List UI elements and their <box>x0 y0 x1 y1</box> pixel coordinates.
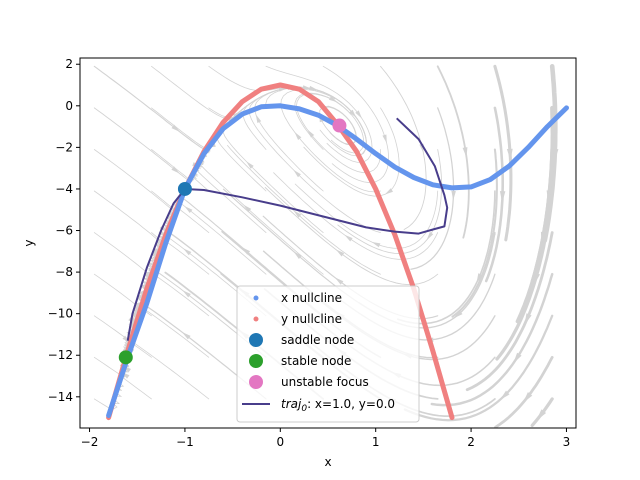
y-tick-label: −6 <box>55 224 73 238</box>
y-tick-label: −8 <box>55 265 73 279</box>
legend-label-x-nullcline: x nullcline <box>281 291 342 305</box>
streamline-arrow <box>182 290 191 298</box>
legend-label-saddle-node: saddle node <box>281 333 354 347</box>
streamline-arrow <box>533 272 540 286</box>
streamline-arrow <box>184 206 193 213</box>
x-tick-label: 3 <box>563 435 571 449</box>
legend-label-unstable-focus: unstable focus <box>281 375 369 389</box>
streamline-arrow <box>307 129 315 138</box>
streamline-arrow <box>522 392 533 403</box>
legend-marker-x-nullcline <box>253 295 259 301</box>
x-axis-ticks: −2 −1 0 1 2 3 <box>81 428 571 449</box>
streamline-arrow <box>171 166 180 174</box>
streamline-arrow <box>293 251 302 259</box>
streamline-arrow <box>513 352 522 364</box>
legend-box <box>236 285 420 423</box>
streamline-arrow <box>524 313 532 325</box>
x-tick-label: 2 <box>467 435 475 449</box>
saddle-node-point <box>177 181 192 196</box>
unstable-focus-point <box>332 118 347 133</box>
y-tick-label: 0 <box>65 99 73 113</box>
y-tick-label: −4 <box>55 182 73 196</box>
streamline-arrow <box>293 169 301 178</box>
x-tick-label: −1 <box>176 435 194 449</box>
x-tick-label: 1 <box>372 435 380 449</box>
streamline-arrow <box>246 161 254 169</box>
streamline-arrow <box>426 231 434 241</box>
legend-label-stable-node: stable node <box>281 354 351 368</box>
streamline-arrow <box>536 409 547 421</box>
streamline-arrow <box>382 134 387 144</box>
legend-marker-y-nullcline <box>253 316 259 322</box>
streamline-arrow <box>243 204 252 212</box>
streamline-arrow <box>255 114 262 123</box>
y-nullcline-line <box>106 82 455 421</box>
stable-node-point <box>118 350 133 365</box>
legend-label-trajectory: traj0: x=1.0, y=0.0 <box>281 397 395 414</box>
series-layer <box>106 82 569 421</box>
legend-marker-stable-node <box>249 354 263 368</box>
streamline-arrow <box>181 332 191 340</box>
y-axis-label: y <box>22 239 36 246</box>
streamline-arrow <box>328 96 338 103</box>
streamline-arrow <box>384 188 393 195</box>
trajectory-line <box>126 117 449 341</box>
legend: x nullcline y nullcline saddle node stab… <box>236 285 420 423</box>
streamline-arrow <box>334 277 344 285</box>
legend-label-y-nullcline: y nullcline <box>281 312 342 326</box>
streamline-arrow <box>294 131 302 140</box>
streamline-arrow <box>500 390 510 400</box>
x-tick-label: 0 <box>276 435 284 449</box>
legend-traj-suffix: : x=1.0, y=0.0 <box>307 397 395 411</box>
y-axis-ticks: 2 0 −2 −4 −6 −8 −10 −12 −14 <box>48 57 80 404</box>
streamline-arrow <box>506 148 513 161</box>
y-tick-label: −14 <box>48 390 73 404</box>
streamlines-layer <box>93 64 559 428</box>
streamline-arrow <box>344 234 353 242</box>
streamline-arrow <box>371 242 381 248</box>
legend-traj-sub: 0 <box>301 404 307 414</box>
x-tick-label: −2 <box>81 435 99 449</box>
plot-frame <box>79 57 577 429</box>
streamline-arrow <box>453 310 463 319</box>
streamline-arrow <box>183 248 192 256</box>
streamline-arrow <box>451 190 456 201</box>
y-tick-label: −12 <box>48 348 73 362</box>
streamline-arrow <box>355 110 362 119</box>
streamline-arrow <box>335 249 345 257</box>
streamline-arrow <box>462 147 468 158</box>
streamline-arrow <box>499 191 506 203</box>
legend-marker-unstable-focus <box>249 375 263 389</box>
y-tick-label: −10 <box>48 307 73 321</box>
streamline-arrow <box>293 210 302 218</box>
legend-marker-saddle-node <box>249 333 263 347</box>
y-tick-label: −2 <box>55 140 73 154</box>
streamline-arrow <box>476 273 483 284</box>
legend-traj-prefix: traj <box>281 397 302 411</box>
x-axis-label: x <box>324 455 331 469</box>
streamline-arrow <box>241 247 251 255</box>
y-tick-label: 2 <box>65 57 73 71</box>
streamline-arrow <box>171 124 180 132</box>
